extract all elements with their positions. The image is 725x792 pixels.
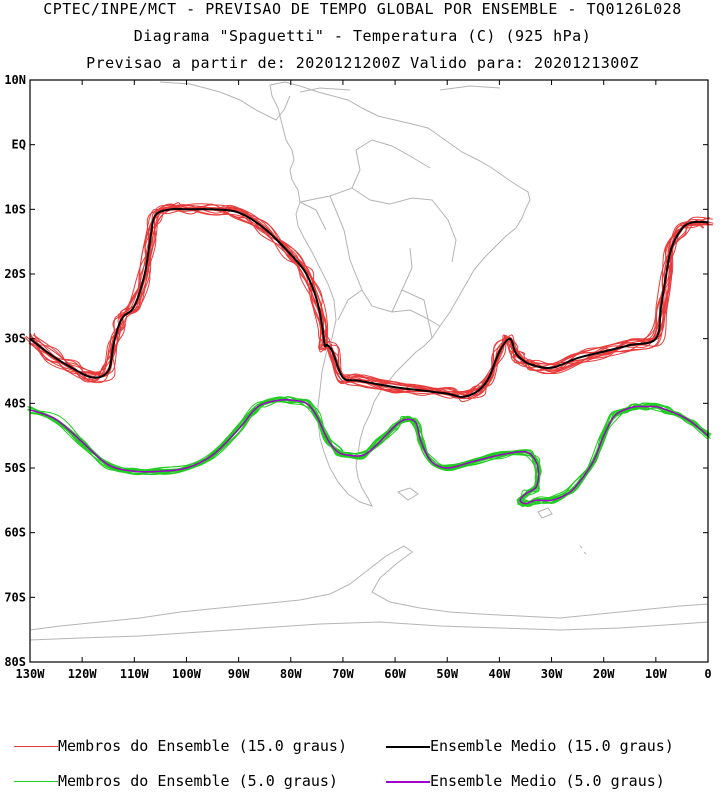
coastlines (29, 81, 709, 641)
antarctica-coastline-inner (29, 621, 709, 641)
lon-label: 20W (593, 667, 615, 681)
sandwich-islands (579, 545, 587, 555)
falkland-islands (396, 487, 419, 501)
lon-label: 130W (16, 667, 46, 681)
red-member-line (29, 204, 705, 396)
antarctica-coastline (29, 545, 709, 631)
title-line-1: CPTEC/INPE/MCT - PREVISAO DE TEMPO GLOBA… (43, 0, 682, 18)
black-ensemble-mean-line (29, 207, 709, 398)
red-member-line (33, 206, 713, 403)
lon-label: 60W (384, 667, 406, 681)
lon-label: 10W (645, 667, 667, 681)
lon-label: 0 (704, 667, 711, 681)
legend-black-label: Ensemble Medio (15.0 graus) (430, 737, 674, 755)
lon-label: 70W (332, 667, 354, 681)
lat-label: 10N (4, 73, 26, 87)
south-america-coastline (269, 81, 531, 507)
lat-label: 40S (4, 396, 26, 410)
legend-black-swatch (386, 746, 430, 748)
lon-label: 110W (120, 667, 150, 681)
title-line-2: Diagrama "Spaguetti" - Temperatura (C) (… (133, 27, 592, 45)
south-georgia (537, 507, 553, 519)
map-border (29, 79, 709, 663)
purple-ensemble-mean-line (29, 398, 709, 505)
lon-label: 90W (228, 667, 250, 681)
red-member-line (29, 208, 707, 399)
lon-label: 120W (68, 667, 98, 681)
red-member-line (32, 204, 711, 396)
spaghetti-map: 10N EQ 10S 20S 30S 40S 50S 60S 70S 80S 130W 120W 11… (4, 73, 714, 681)
longitude-labels: 130W 120W 110W 100W 90W 80W 70W 60W 50W 40W 30W 20W… (16, 667, 712, 681)
map-frame-bg (30, 80, 708, 662)
lon-label: 80W (280, 667, 302, 681)
lat-label: 20S (4, 267, 26, 281)
title-line-3: Previsao a partir de: 2020121200Z Valido… (86, 54, 639, 72)
lat-label: 50S (4, 461, 26, 475)
lat-label: 30S (4, 332, 26, 346)
legend-green-label: Membros do Ensemble (5.0 graus) (58, 772, 338, 790)
lon-label: 100W (172, 667, 202, 681)
red-member-line (24, 204, 709, 400)
latitude-labels: 10N EQ 10S 20S 30S 40S 50S 60S 70S 80S (4, 73, 26, 669)
country-borders (299, 139, 457, 339)
lon-label: 50W (436, 667, 458, 681)
lat-label: 60S (4, 526, 26, 540)
lat-label: EQ (12, 138, 26, 152)
legend-purple-label: Ensemble Medio (5.0 graus) (430, 772, 665, 790)
lon-label: 40W (489, 667, 511, 681)
lat-label: 10S (4, 202, 26, 216)
legend-red-swatch (14, 746, 58, 747)
lat-label: 70S (4, 590, 26, 604)
lon-label: 30W (541, 667, 563, 681)
legend-green-swatch (14, 781, 58, 782)
axis-ticks (29, 79, 709, 663)
lat-label: 80S (4, 655, 26, 669)
central-america-coastline (159, 81, 501, 121)
legend-red-label: Membros do Ensemble (15.0 graus) (58, 737, 347, 755)
legend-purple-swatch (386, 781, 430, 783)
